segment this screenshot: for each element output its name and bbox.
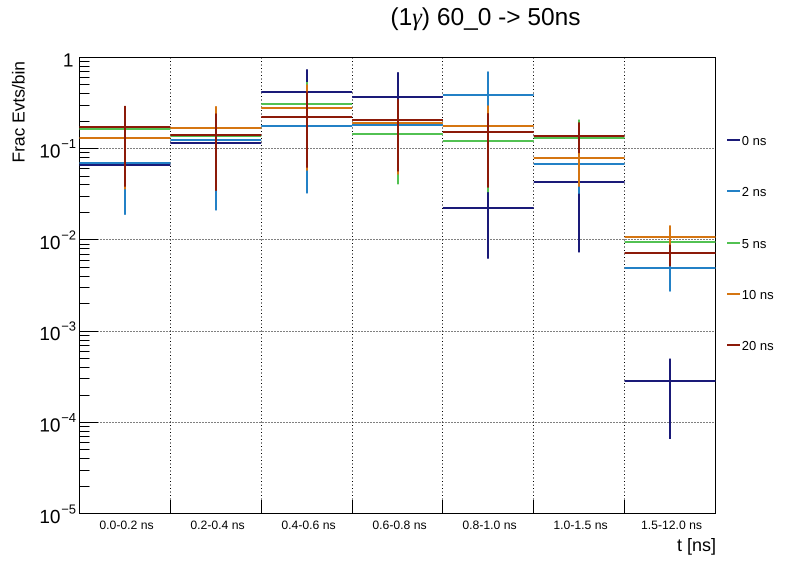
svg-text:20 ns: 20 ns (742, 338, 774, 353)
svg-text:2 ns: 2 ns (742, 184, 767, 199)
svg-text:10: 10 (39, 416, 60, 437)
svg-text:0 ns: 0 ns (742, 133, 767, 148)
svg-text:−4: −4 (61, 410, 76, 425)
svg-text:1.5-12.0 ns: 1.5-12.0 ns (641, 518, 702, 532)
svg-text:10: 10 (39, 142, 60, 163)
svg-text:0.8-1.0 ns: 0.8-1.0 ns (462, 518, 516, 532)
svg-text:−1: −1 (61, 136, 76, 151)
svg-text:(1γ) 60_0 -> 50ns: (1γ) 60_0 -> 50ns (390, 4, 580, 31)
svg-text:5 ns: 5 ns (742, 236, 767, 251)
svg-text:−2: −2 (61, 227, 76, 242)
svg-text:1.0-1.5 ns: 1.0-1.5 ns (553, 518, 607, 532)
svg-text:0.2-0.4 ns: 0.2-0.4 ns (190, 518, 244, 532)
svg-text:10: 10 (39, 233, 60, 254)
svg-text:−3: −3 (61, 319, 76, 334)
svg-text:−5: −5 (61, 501, 76, 516)
svg-text:Frac Evts/bin: Frac Evts/bin (9, 61, 29, 162)
svg-text:0.4-0.6 ns: 0.4-0.6 ns (281, 518, 335, 532)
svg-text:1: 1 (63, 50, 74, 71)
svg-text:t [ns]: t [ns] (677, 535, 716, 555)
svg-text:0.0-0.2 ns: 0.0-0.2 ns (99, 518, 153, 532)
svg-text:0.6-0.8 ns: 0.6-0.8 ns (372, 518, 426, 532)
svg-text:10 ns: 10 ns (742, 287, 774, 302)
svg-text:10: 10 (39, 507, 60, 528)
svg-text:10: 10 (39, 324, 60, 345)
